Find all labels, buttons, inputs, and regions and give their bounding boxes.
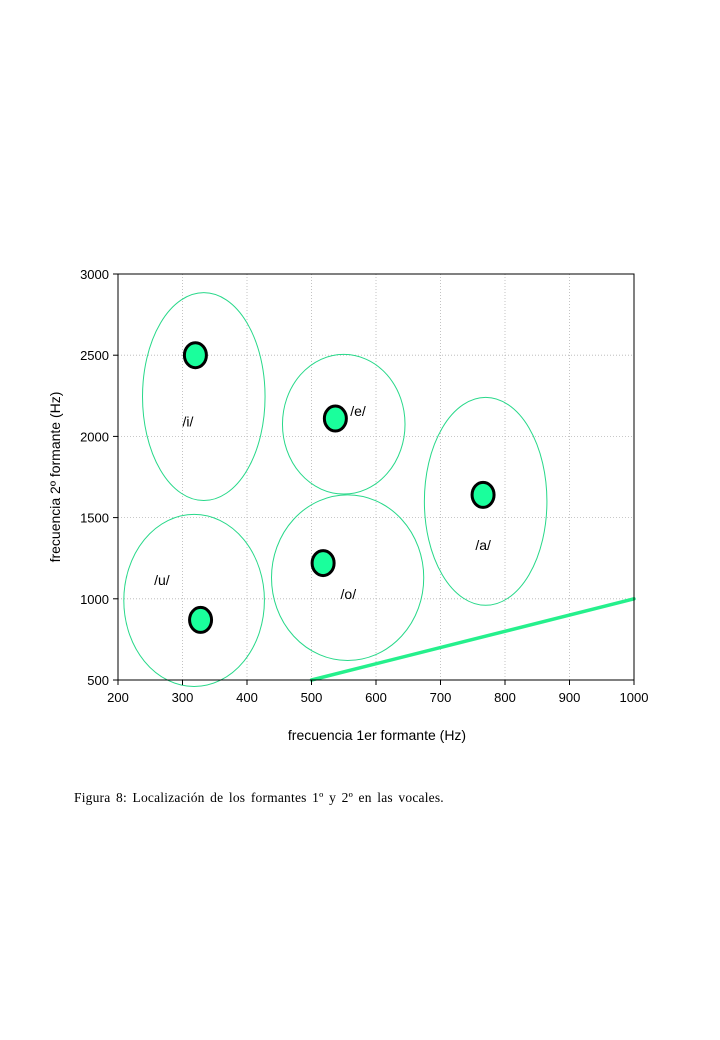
x-tick-label: 600 <box>365 690 387 705</box>
vowel-labels: /i/ /e/ /a/ /o/ /u/ <box>154 403 491 602</box>
x-tick-label: 400 <box>236 690 258 705</box>
reference-line <box>309 597 636 682</box>
reference-line-group <box>309 597 636 682</box>
vowel-point <box>182 341 208 370</box>
vowel-region-ellipse <box>281 353 406 495</box>
figure-caption: Figura 8: Localización de los formantes … <box>74 790 444 805</box>
vowel-region-ellipse <box>423 396 548 606</box>
vowel-point <box>188 605 214 634</box>
x-tick-label: 900 <box>559 690 581 705</box>
vowel-region-ellipse <box>142 292 266 502</box>
y-tick-label: 2500 <box>80 348 109 363</box>
y-axis-label: frecuencia 2º formante (Hz) <box>47 392 63 563</box>
vowel-label: /o/ <box>341 586 357 602</box>
vowel-label: /a/ <box>475 537 491 553</box>
grid-lines <box>118 274 634 680</box>
vowel-label: /i/ <box>183 414 194 430</box>
x-tick-label: 700 <box>430 690 452 705</box>
x-tick-label: 500 <box>301 690 323 705</box>
y-tick-label: 3000 <box>80 267 109 282</box>
vowel-region-ellipse <box>123 513 265 687</box>
vowel-point <box>470 480 496 509</box>
vowel-points <box>182 341 496 634</box>
vowel-region-ellipses <box>123 292 548 687</box>
y-tick-label: 500 <box>87 673 109 688</box>
tick-labels: 200 300 400 500 600 700 800 900 1000 500 1000 1500 2… <box>80 267 648 705</box>
vowel-point <box>322 404 348 433</box>
x-tick-label: 300 <box>172 690 194 705</box>
axes <box>113 273 635 685</box>
vowel-region-ellipse <box>271 494 425 662</box>
vowel-label: /e/ <box>350 403 366 419</box>
x-tick-label: 800 <box>494 690 516 705</box>
vowel-point <box>310 549 336 578</box>
x-axis-label: frecuencia 1er formante (Hz) <box>288 727 466 743</box>
vowel-label: /u/ <box>154 572 170 588</box>
y-tick-label: 1500 <box>80 511 109 526</box>
x-tick-label: 200 <box>107 690 129 705</box>
y-tick-label: 2000 <box>80 429 109 444</box>
y-tick-label: 1000 <box>80 592 109 607</box>
x-tick-label: 1000 <box>620 690 649 705</box>
